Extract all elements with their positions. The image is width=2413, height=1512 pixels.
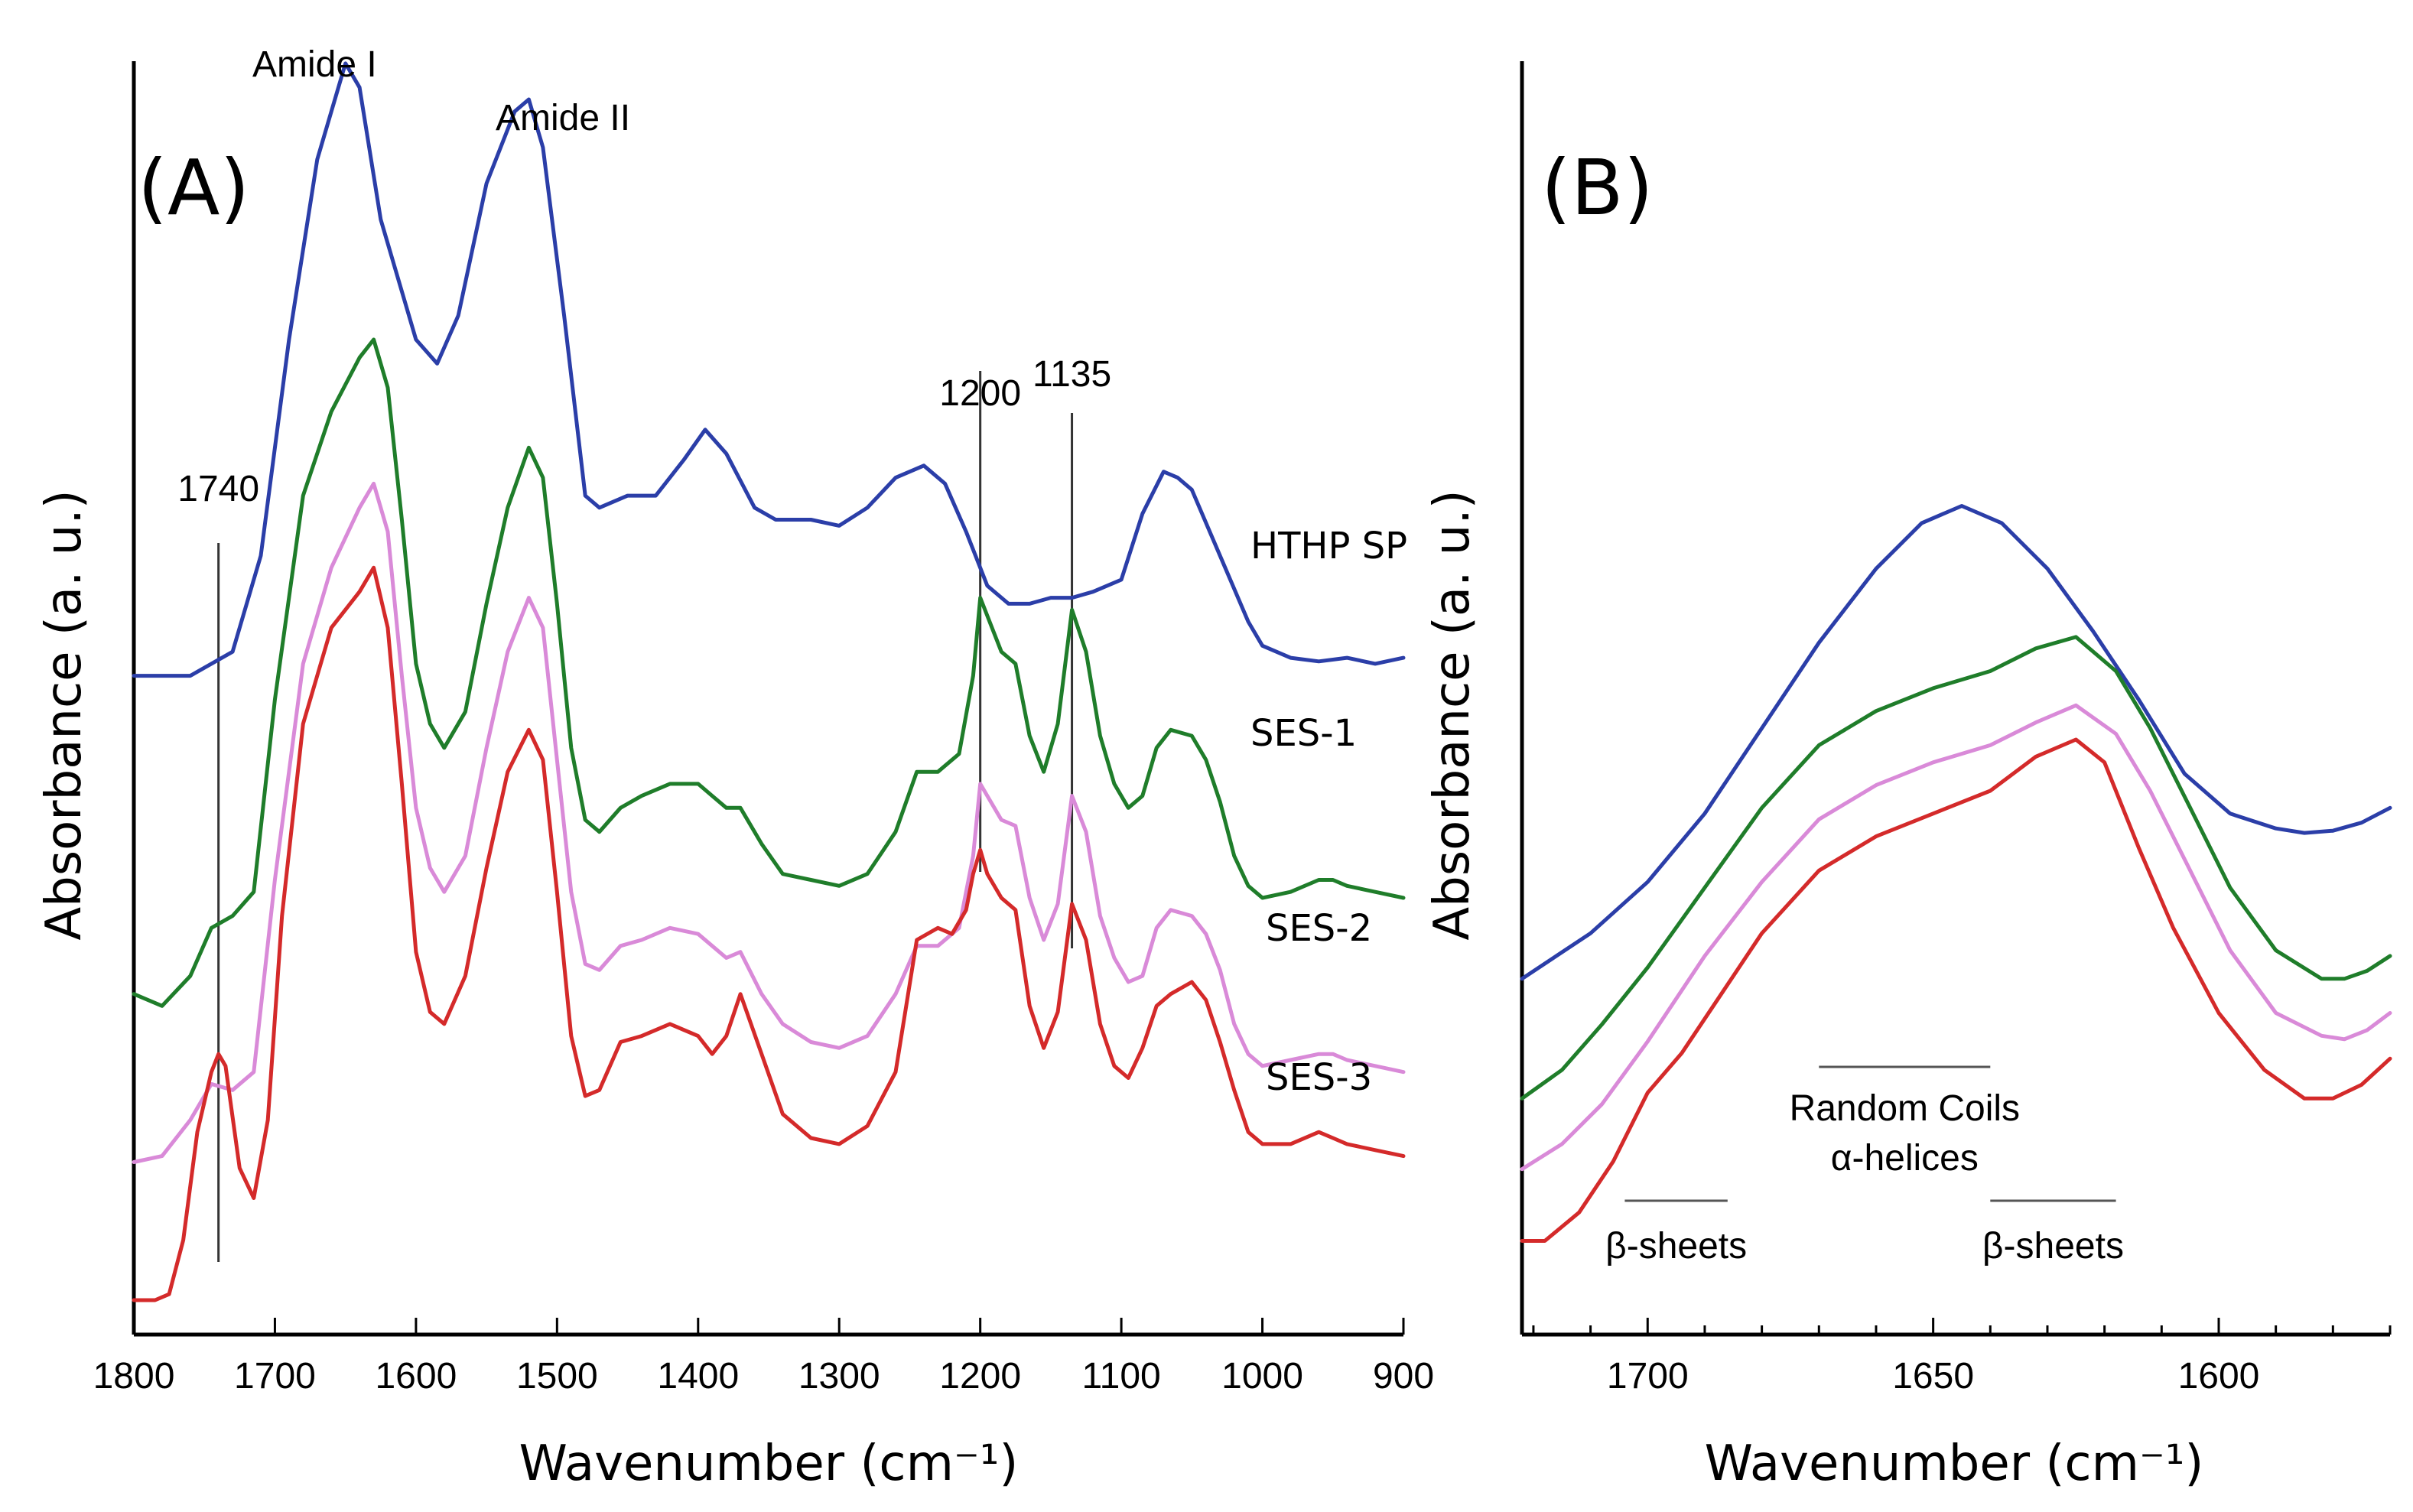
panel-a-x-title: Wavenumber (cm⁻¹) (519, 1436, 1019, 1492)
panel-b-series-hthp-sp (1520, 504, 2392, 981)
panel-a-y-title: Absorbance (a. u.) (36, 489, 93, 940)
region-label-helices-2: α-helices (1831, 1138, 1979, 1179)
panel-a-tick-label-1300: 1300 (798, 1356, 880, 1397)
panel-a-tick-label-1100: 1100 (1082, 1356, 1161, 1397)
panel-a-tick-label-1600: 1600 (375, 1356, 457, 1397)
panel-b-label: (B) (1541, 143, 1654, 232)
panel-b-series-ses-1 (1520, 635, 2392, 1101)
panel-a-tick-label-1500: 1500 (516, 1356, 598, 1397)
panel-a-series-ses-3 (132, 565, 1406, 1302)
panel-b-series (1520, 504, 2392, 1243)
panel-b-region-lines: β-sheets Random Coils α-helices β-sheets (1605, 1065, 2124, 1267)
legend-label-hthp-sp: HTHP SP (1250, 525, 1407, 567)
panel-b: 1700 1650 1600 β-sheets Random Coils α-helic… (1424, 61, 2392, 1492)
panel-a-tick-label-1000: 1000 (1221, 1356, 1303, 1397)
legend-label-ses-3: SES-3 (1266, 1056, 1372, 1099)
panel-a-label: (A) (138, 143, 249, 232)
panel-b-tick-label-1700: 1700 (1607, 1356, 1689, 1397)
legend-label-ses-2: SES-2 (1266, 907, 1372, 950)
panel-a-series-ses-1 (132, 337, 1406, 1008)
panel-a-marker-lines: 1740 1200 1135 (177, 354, 1111, 1262)
panel-a: 1800 1700 1600 1500 1400 1300 1200 1100 1000 900 … (36, 44, 1434, 1492)
panel-a-tick-label-1200: 1200 (939, 1356, 1021, 1397)
panel-a-tick-label-1700: 1700 (234, 1356, 316, 1397)
panel-a-tick-label-1800: 1800 (93, 1356, 175, 1397)
region-label-random-coils-1: Random Coils (1790, 1088, 2020, 1129)
marker-label-1200: 1200 (939, 373, 1021, 414)
amide-ii-label: Amide II (496, 98, 630, 138)
panel-b-series-ses-2 (1520, 703, 2392, 1172)
panel-a-series (132, 61, 1406, 1302)
panel-b-y-title: Absorbance (a. u.) (1424, 489, 1481, 940)
panel-a-series-hthp-sp (132, 61, 1406, 678)
marker-label-1135: 1135 (1033, 354, 1111, 395)
panel-b-x-title: Wavenumber (cm⁻¹) (1705, 1436, 2204, 1492)
panel-b-tick-label-1600: 1600 (2178, 1356, 2260, 1397)
panel-a-series-ses-2 (132, 481, 1406, 1164)
panel-a-tick-label-900: 900 (1373, 1356, 1434, 1397)
marker-label-1740: 1740 (177, 469, 259, 509)
panel-b-tick-label-1650: 1650 (1892, 1356, 1974, 1397)
legend-label-ses-1: SES-1 (1250, 712, 1357, 755)
amide-i-label: Amide I (252, 44, 377, 85)
region-label-sheets-3: β-sheets (1982, 1226, 2124, 1267)
panel-a-tick-label-1400: 1400 (657, 1356, 739, 1397)
region-label-sheets-0: β-sheets (1605, 1226, 1747, 1267)
panel-b-x-ticks: 1700 1650 1600 (1532, 1318, 2392, 1397)
panel-a-x-ticks: 1800 1700 1600 1500 1400 1300 1200 1100 1000 900 (93, 1318, 1434, 1397)
panel-b-series-ses-3 (1520, 737, 2392, 1243)
